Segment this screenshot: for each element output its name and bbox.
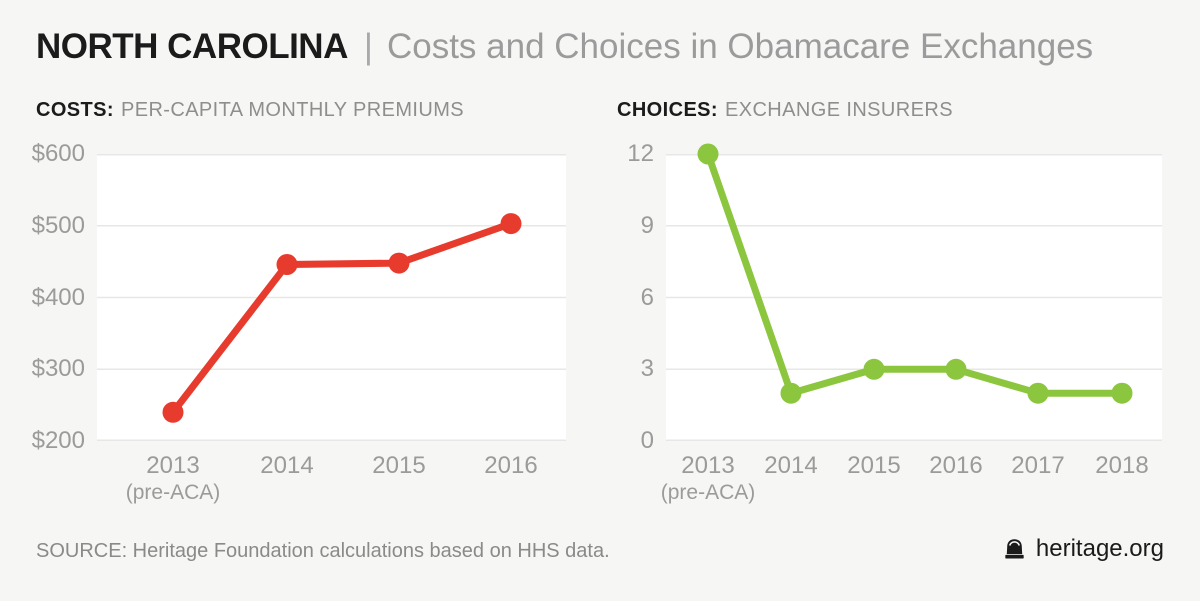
choices-data-point-2013 xyxy=(697,143,719,165)
brand: heritage.org xyxy=(1002,534,1164,564)
costs-x-tick-label: 2013 xyxy=(146,452,200,479)
choices-y-tick-label: 9 xyxy=(640,211,654,239)
title-text: Costs and Choices in Obamacare Exchanges xyxy=(386,27,1094,66)
choices-y-tick-label: 0 xyxy=(640,427,654,454)
title-region: NORTH CAROLINA xyxy=(36,27,348,66)
choices-data-point-2014 xyxy=(780,382,802,404)
title-divider: | xyxy=(363,27,373,66)
costs-heading: COSTS: PER-CAPITA MONTHLY PREMIUMS xyxy=(36,98,464,122)
brand-text: heritage.org xyxy=(1035,535,1164,562)
costs-x-tick-label: 2016 xyxy=(484,452,538,479)
choices-y-tick-label: 6 xyxy=(640,283,654,311)
costs-data-point-2015 xyxy=(388,252,410,274)
costs-x-tick-note: (pre-ACA) xyxy=(125,481,221,504)
costs-y-tick-label: $500 xyxy=(31,211,85,239)
choices-data-point-2018 xyxy=(1111,382,1133,404)
costs-y-tick-label: $200 xyxy=(31,427,85,454)
choices-x-tick-label: 2014 xyxy=(764,452,818,479)
choices-y-tick-label: 12 xyxy=(627,140,654,167)
costs-y-tick-label: $300 xyxy=(31,355,85,383)
costs-data-point-2014 xyxy=(276,254,298,275)
page-title: NORTH CAROLINA | Costs and Choices in Obam… xyxy=(36,26,1164,68)
costs-heading-label: COSTS: xyxy=(36,99,114,121)
choices-heading-subtitle: EXCHANGE INSURERS xyxy=(724,99,953,121)
choices-x-tick-label: 2016 xyxy=(929,452,983,479)
costs-y-tick-label: $400 xyxy=(31,283,85,311)
choices-x-tick-note: (pre-ACA) xyxy=(660,481,756,504)
costs-plot xyxy=(97,154,566,441)
choices-heading-label: CHOICES: xyxy=(617,99,718,121)
choices-x-tick-label: 2018 xyxy=(1095,452,1149,479)
choices-data-point-2017 xyxy=(1027,382,1049,404)
source-text: SOURCE: Heritage Foundation calculations… xyxy=(36,540,610,562)
choices-plot xyxy=(666,143,1162,441)
choices-x-tick-label: 2017 xyxy=(1011,452,1065,479)
costs-data-point-2013 xyxy=(162,401,184,423)
costs-x-tick-label: 2014 xyxy=(260,452,314,479)
choices-heading: CHOICES: EXCHANGE INSURERS xyxy=(617,98,953,122)
costs-data-point-2016 xyxy=(500,213,522,235)
costs-x-tick-label: 2015 xyxy=(372,452,426,479)
choices-x-tick-label: 2013 xyxy=(681,452,735,479)
costs-y-tick-label: $600 xyxy=(31,140,85,167)
costs-heading-subtitle: PER-CAPITA MONTHLY PREMIUMS xyxy=(120,99,465,121)
choices-x-tick-label: 2015 xyxy=(847,452,901,479)
choices-y-tick-label: 3 xyxy=(640,355,654,383)
choices-data-point-2016 xyxy=(945,358,967,380)
costs-series-line xyxy=(169,220,515,416)
choices-series-line xyxy=(704,150,1126,397)
liberty-bell-icon xyxy=(1005,538,1024,558)
choices-data-point-2015 xyxy=(863,358,885,380)
